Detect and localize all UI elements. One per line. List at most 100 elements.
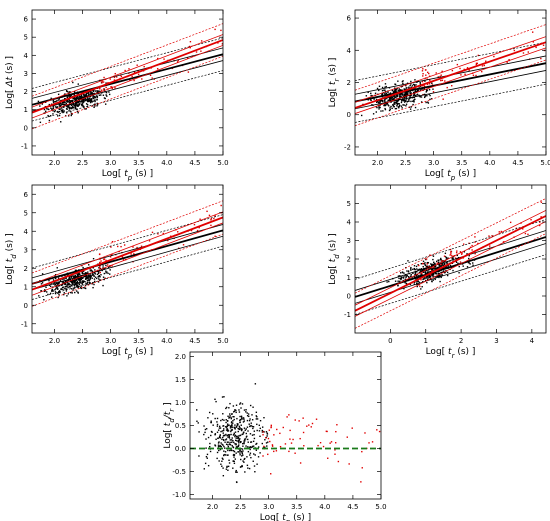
- x-axis-label: Log[ tp (s) ]: [260, 513, 311, 521]
- red-point: [450, 251, 452, 253]
- x-tick-label: 4.0: [319, 503, 330, 511]
- black-point: [93, 106, 95, 109]
- black-point: [73, 287, 75, 290]
- black-point: [444, 260, 446, 263]
- black-point: [55, 281, 57, 284]
- black-point: [105, 82, 107, 84]
- black-point: [413, 283, 416, 285]
- black-point: [66, 99, 69, 101]
- black-point: [232, 415, 234, 418]
- black-point: [71, 292, 73, 294]
- black-point: [71, 101, 73, 103]
- black-point: [437, 267, 440, 269]
- red-point: [151, 77, 153, 79]
- black-point: [85, 273, 87, 275]
- black-point: [245, 432, 248, 435]
- black-point: [87, 279, 90, 281]
- black-point: [394, 83, 396, 85]
- black-point: [80, 94, 83, 96]
- red-point: [469, 246, 472, 249]
- red-point: [98, 253, 101, 256]
- black-point: [255, 443, 257, 445]
- black-point: [39, 121, 42, 124]
- black-point: [239, 434, 241, 437]
- black-point: [440, 271, 442, 274]
- red-point: [502, 241, 505, 243]
- red-point: [116, 245, 119, 248]
- black-point: [390, 98, 393, 100]
- black-point: [386, 97, 389, 99]
- black-point: [85, 282, 87, 285]
- black-point: [266, 445, 268, 447]
- red-point: [422, 75, 424, 77]
- black-point: [384, 83, 387, 85]
- plot-area: [355, 24, 546, 127]
- black-point: [411, 85, 414, 87]
- black-point: [410, 266, 412, 269]
- black-point: [47, 293, 49, 296]
- red-point: [176, 61, 179, 63]
- red-point: [420, 279, 422, 281]
- x-tick-label: 4.5: [512, 159, 523, 167]
- black-point: [397, 106, 400, 108]
- black-point: [238, 435, 240, 437]
- black-point: [94, 103, 96, 105]
- black-point: [429, 98, 431, 101]
- black-point: [409, 108, 412, 110]
- black-point: [234, 458, 236, 460]
- y-tick-label: 0.0: [175, 445, 186, 453]
- red-point: [477, 242, 479, 245]
- black-point: [402, 82, 404, 85]
- black-point: [426, 281, 428, 284]
- red-point: [103, 258, 105, 260]
- black-point: [419, 83, 422, 85]
- black-point: [426, 265, 429, 268]
- black-point: [235, 411, 237, 414]
- red-point: [488, 235, 490, 237]
- black-point: [427, 262, 430, 264]
- black-point: [379, 101, 381, 103]
- black-point: [100, 274, 102, 276]
- y-tick-label: -1.0: [172, 491, 186, 499]
- y-tick-label: -2: [344, 143, 351, 151]
- red-point: [441, 79, 444, 82]
- black-point: [89, 281, 91, 284]
- black-point: [79, 280, 81, 283]
- black-point: [230, 422, 233, 424]
- black-point: [231, 444, 233, 447]
- black-point: [394, 95, 396, 98]
- black-point: [96, 103, 99, 106]
- black-point: [447, 265, 449, 267]
- black-point: [242, 450, 244, 452]
- red-point: [429, 274, 432, 276]
- black-point: [425, 258, 427, 261]
- black-fit-line: [355, 62, 546, 103]
- red-point: [99, 265, 101, 267]
- red-point: [269, 440, 271, 443]
- red-point: [335, 442, 337, 444]
- black-point: [409, 84, 411, 87]
- black-point: [402, 80, 404, 82]
- black-point: [58, 282, 60, 284]
- black-point: [437, 259, 439, 261]
- red-point: [101, 80, 103, 83]
- red-point: [267, 453, 269, 456]
- black-point: [96, 96, 98, 99]
- black-point: [427, 277, 429, 279]
- black-point: [104, 97, 106, 100]
- red-point: [214, 235, 216, 238]
- black-point: [251, 425, 253, 428]
- black-point: [70, 114, 73, 117]
- black-point: [77, 105, 80, 107]
- black-point: [70, 111, 72, 113]
- red-point: [210, 218, 213, 220]
- black-point: [98, 278, 100, 280]
- black-point: [440, 259, 443, 261]
- y-tick-label: 2.0: [175, 353, 186, 361]
- black-point: [73, 280, 75, 283]
- black-point: [413, 96, 416, 99]
- black-point: [227, 424, 229, 427]
- black-point: [360, 114, 363, 117]
- black-point: [390, 96, 392, 99]
- black-point: [216, 451, 219, 454]
